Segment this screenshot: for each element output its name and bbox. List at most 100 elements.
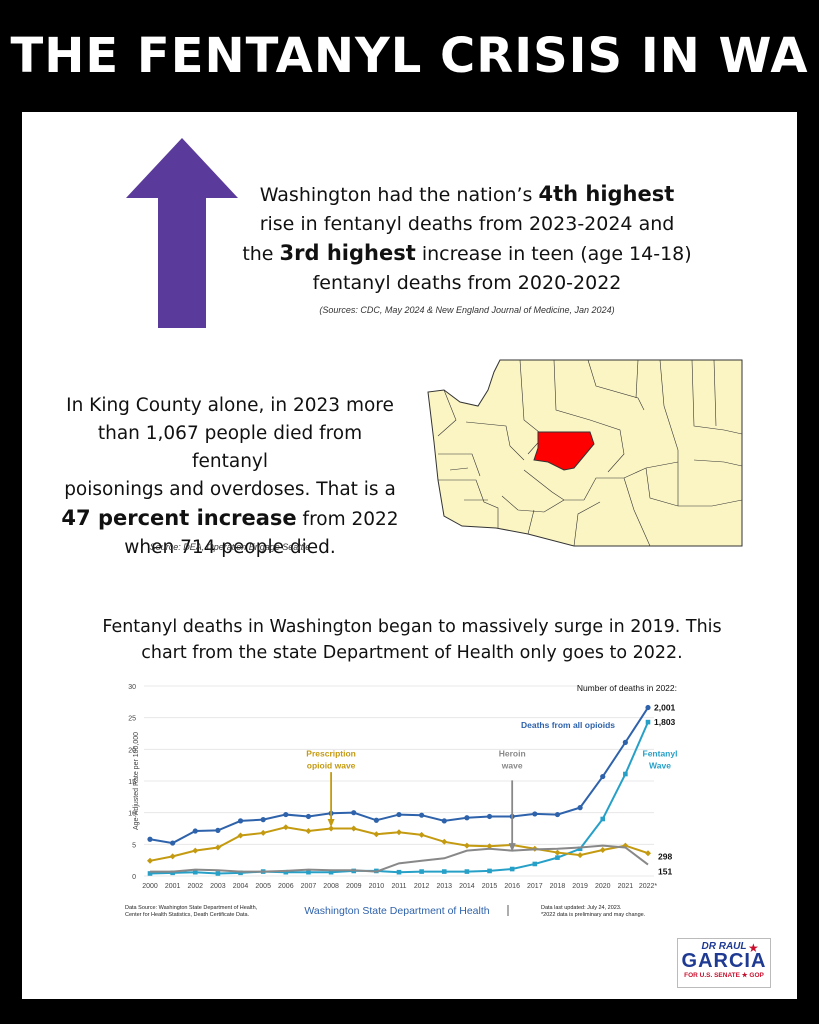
data-point-prescription [396, 829, 402, 836]
pointer-head-heroin [508, 843, 516, 852]
data-point-fentanyl [215, 871, 221, 876]
data-point-fentanyl [283, 869, 289, 875]
stat2-line2: than 1,067 people died from fentanyl [97, 423, 363, 472]
footer-source-2: Center for Health Statistics, Death Cert… [125, 912, 250, 918]
y-tick-label: 5 [132, 842, 136, 849]
stat2-line1: In King County alone, in 2023 more [66, 395, 394, 416]
x-tick-label: 2022* [639, 883, 658, 890]
x-tick-label: 2012 [414, 883, 430, 890]
y-tick-label: 0 [132, 874, 136, 881]
data-point-fentanyl [419, 869, 424, 874]
data-point-fentanyl [464, 869, 470, 874]
series-line-heroin [150, 844, 649, 873]
data-point-all-opioids [260, 817, 266, 823]
washington-county-map [427, 359, 743, 547]
data-point-all-opioids [441, 818, 447, 824]
x-tick-label: 2000 [142, 883, 158, 890]
data-point-fentanyl [396, 869, 402, 875]
stat2-line5: when 714 people died. [124, 537, 336, 558]
data-point-fentanyl [555, 855, 560, 860]
x-tick-label: 2005 [255, 883, 271, 890]
star-icon: ★ [748, 941, 759, 955]
stat1-line3a: the [242, 243, 280, 265]
data-point-prescription [554, 849, 561, 856]
pointer-head-prescription [327, 819, 335, 828]
data-point-all-opioids [305, 813, 312, 820]
page-title: THE FENTANYL CRISIS IN WA [10, 28, 809, 84]
x-tick-label: 2008 [323, 883, 339, 890]
x-tick-label: 2015 [482, 883, 498, 890]
data-point-fentanyl [623, 771, 628, 777]
stat1-line2: rise in fentanyl deaths from 2023-2024 a… [259, 213, 675, 235]
data-point-all-opioids [237, 818, 244, 824]
data-point-prescription [441, 838, 448, 845]
data-point-all-opioids [600, 773, 606, 780]
data-point-fentanyl [238, 870, 243, 876]
x-tick-label: 2010 [369, 883, 385, 890]
chart-heading: Fentanyl deaths in Washington began to m… [82, 614, 742, 666]
x-tick-label: 2016 [504, 883, 520, 890]
label-fentanyl-1: Fentanyl [643, 748, 678, 758]
data-point-fentanyl [487, 868, 492, 874]
data-point-all-opioids [645, 704, 651, 711]
x-tick-label: 2017 [527, 883, 543, 890]
data-point-all-opioids [532, 811, 538, 817]
stat1-line4: fentanyl deaths from 2020-2022 [312, 272, 622, 294]
y-axis-label: Age-Adjusted Rate per 100,000 [133, 732, 140, 830]
data-point-fentanyl [532, 861, 538, 867]
stat1-line3b: 3rd highest [279, 241, 416, 265]
x-tick-label: 2011 [391, 883, 406, 890]
label-prescription-2: opioid wave [307, 760, 356, 770]
x-tick-label: 2014 [459, 883, 475, 890]
data-point-prescription [169, 853, 176, 860]
data-point-all-opioids [351, 810, 357, 816]
x-tick-label: 2019 [572, 883, 588, 890]
stat1-source: (Sources: CDC, May 2024 & New England Jo… [319, 305, 615, 315]
data-point-prescription [486, 843, 493, 850]
data-point-all-opioids [554, 811, 561, 818]
opioid-deaths-chart: 0 5 10 15 20 25 30 Age-Adjusted Rate per 100,00… [125, 683, 678, 918]
data-point-all-opioids [283, 811, 289, 818]
data-point-prescription [645, 850, 651, 857]
data-point-fentanyl [147, 871, 153, 876]
x-tick-label: 2006 [278, 883, 294, 890]
label-heroin-1: Heroin [499, 748, 526, 758]
data-point-fentanyl [306, 869, 311, 875]
x-tick-label: 2021 [618, 883, 634, 890]
data-point-fentanyl [645, 719, 651, 725]
data-point-fentanyl [328, 869, 334, 875]
y-tick-label: 25 [128, 716, 136, 723]
y-tick-label: 10 [128, 811, 136, 818]
chart-heading-line1: Fentanyl deaths in Washington began to m… [102, 617, 722, 637]
count-prescription: 298 [658, 851, 672, 861]
national-ranking-stat: Washington had the nation’s 4th highest … [237, 180, 697, 298]
label-prescription-1: Prescription [306, 748, 356, 758]
data-point-prescription [305, 828, 312, 835]
y-tick-label: 15 [128, 779, 136, 786]
stat1-line1b: 4th highest [538, 182, 675, 206]
stat2-line4b: from 2022 [296, 509, 399, 530]
data-point-prescription [260, 829, 267, 836]
stat1-line1a: Washington had the nation’s [259, 184, 539, 206]
logo-line3: FOR U.S. SENATE ★ GOP [684, 972, 764, 979]
x-tick-label: 2001 [165, 883, 181, 890]
data-point-fentanyl [441, 869, 447, 874]
data-point-all-opioids [192, 828, 198, 834]
data-point-prescription [350, 825, 357, 832]
data-point-all-opioids [486, 813, 493, 820]
count-all-opioids: 2,001 [654, 703, 676, 713]
data-point-all-opioids [577, 805, 583, 811]
label-fentanyl-2: Wave [649, 760, 671, 770]
footer-updated: Data last updated: July 24, 2023. [541, 905, 622, 911]
label-heroin-2: wave [501, 760, 523, 770]
y-tick-label: 20 [128, 747, 136, 754]
series-line-fentanyl [149, 721, 649, 875]
stat2-line3: poisonings and overdoses. That is a [64, 479, 396, 500]
data-point-prescription [192, 847, 199, 854]
data-point-all-opioids [464, 815, 470, 821]
data-point-prescription [282, 824, 289, 831]
stat1-line3c: increase in teen (age 14-18) [415, 243, 692, 265]
data-point-all-opioids [215, 827, 221, 833]
king-county-stat: In King County alone, in 2023 more than … [60, 392, 400, 562]
data-point-prescription [237, 832, 244, 839]
